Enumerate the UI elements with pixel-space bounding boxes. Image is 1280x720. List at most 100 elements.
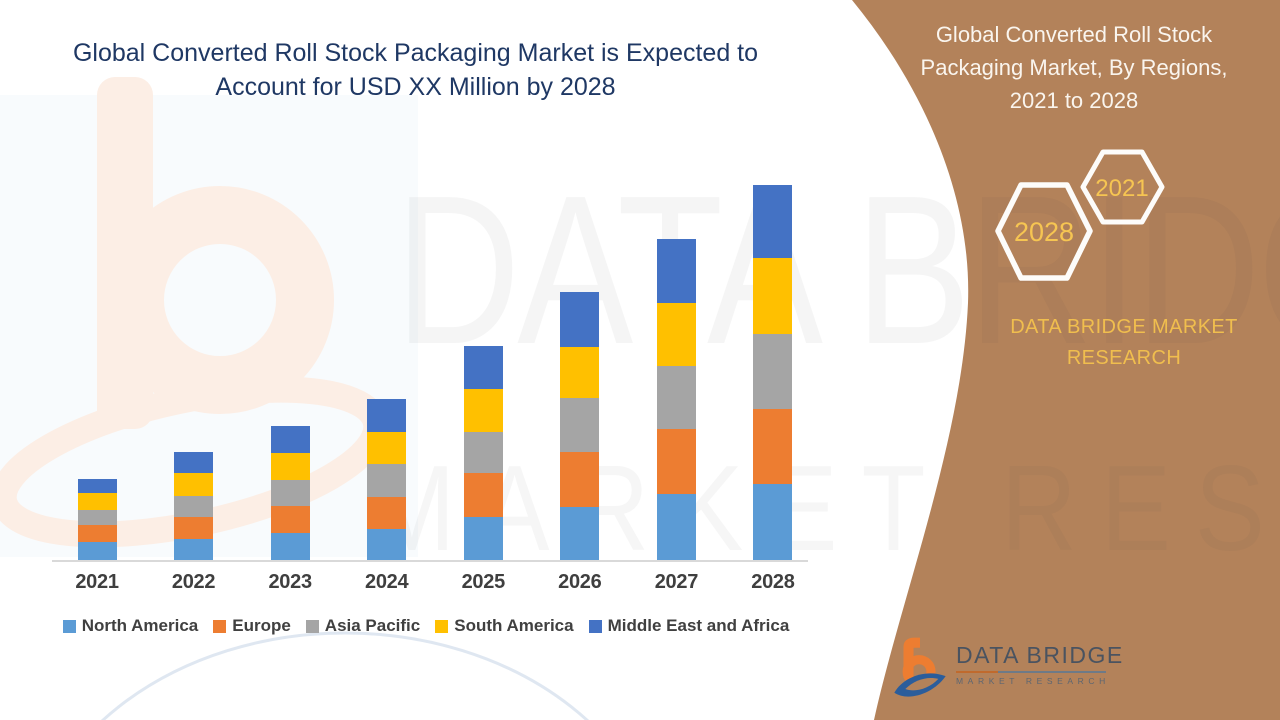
- bar-segment: [560, 507, 600, 560]
- x-axis-line: [52, 560, 808, 562]
- bar-segment: [77, 525, 117, 542]
- legend-swatch: [588, 619, 602, 633]
- bar-segment: [560, 347, 600, 398]
- bars-row: [56, 148, 804, 560]
- chart-legend: North America Europe Asia Pacific South Ame…: [36, 616, 816, 636]
- sidebar-title-line1: Global Converted Roll Stock: [935, 22, 1213, 47]
- bar-segment: [367, 432, 407, 464]
- bar-segment: [270, 480, 310, 506]
- sidebar-title-line2: Packaging Market, By Regions,: [920, 55, 1228, 80]
- logo-swoosh-cut: [905, 678, 939, 691]
- bar-segment: [463, 389, 503, 432]
- bar-segment: [656, 239, 696, 303]
- bar-segment: [753, 334, 793, 409]
- legend-swatch: [213, 619, 227, 633]
- bar-segment: [77, 510, 117, 525]
- bar-segment: [270, 453, 310, 480]
- bar-segment: [174, 496, 214, 517]
- pale-blue-arc: [100, 631, 590, 720]
- bar-segment: [367, 399, 407, 432]
- x-tick-label: 2028: [751, 571, 795, 593]
- bar-segment: [270, 506, 310, 533]
- bar-column-2024: [356, 148, 418, 560]
- legend-label: Asia Pacific: [324, 616, 421, 635]
- bar-segment: [753, 258, 793, 334]
- chart-title-line1: Global Converted Roll Stock Packaging Ma…: [72, 39, 759, 67]
- bar-segment: [560, 452, 600, 507]
- hexagon-badges: 2028 2021: [995, 149, 1165, 281]
- bar-segment: [656, 494, 696, 560]
- legend-swatch: [305, 619, 319, 633]
- sidebar-brand-caption-line2: RESEARCH: [1066, 347, 1182, 369]
- bar-segment: [174, 517, 214, 539]
- hexagon-2028-outline: [995, 182, 1093, 281]
- bar-column-2028: [742, 148, 804, 560]
- bar-segment: [463, 346, 503, 389]
- sidebar-brand-caption-line1: DATA BRIDGE MARKET: [1010, 316, 1238, 338]
- bar-segment: [174, 539, 214, 560]
- bar-segment: [77, 493, 117, 510]
- bar-segment: [367, 464, 407, 497]
- bar-column-2022: [163, 148, 225, 560]
- legend-item: Middle East and Africa: [588, 616, 790, 636]
- bar-segment: [367, 497, 407, 529]
- bar-column-2026: [549, 148, 611, 560]
- sidebar-title-line3: 2021 to 2028: [1009, 88, 1139, 113]
- bar-column-2025: [452, 148, 514, 560]
- bar-segment: [174, 473, 214, 496]
- legend-item: Europe: [213, 616, 291, 636]
- bar-column-2023: [259, 148, 321, 560]
- bar-segment: [463, 473, 503, 517]
- bar-segment: [174, 452, 214, 473]
- legend-item: Asia Pacific: [305, 616, 421, 636]
- brand-logo-text: DATA BRIDGE MARKET RESEARCH: [956, 642, 1124, 686]
- x-tick-label: 2025: [461, 571, 506, 593]
- bar-segment: [560, 292, 600, 347]
- hexagon-2028-label: 2028: [1014, 217, 1074, 247]
- x-tick-label: 2024: [365, 571, 409, 593]
- sidebar-title: Global Converted Roll Stock Packaging Ma…: [888, 18, 1260, 117]
- legend-label: Europe: [232, 616, 291, 635]
- x-tick-label: 2027: [654, 571, 699, 593]
- x-tick-label: 2023: [268, 571, 312, 593]
- bar-segment: [560, 398, 600, 452]
- hexagon-2021-label: 2021: [1095, 175, 1148, 202]
- bar-segment: [753, 484, 793, 560]
- chart-title: Global Converted Roll Stock Packaging Ma…: [68, 36, 763, 104]
- brand-logo: DATA BRIDGE MARKET RESEARCH: [892, 634, 1124, 700]
- hexagon-2021-outline: [1080, 149, 1165, 225]
- bar-segment: [77, 542, 117, 560]
- bar-segment: [656, 303, 696, 366]
- bar-segment: [463, 517, 503, 560]
- legend-swatch: [435, 619, 449, 633]
- bar-segment: [367, 529, 407, 560]
- sidebar-brand-caption: DATA BRIDGE MARKET RESEARCH: [968, 312, 1280, 374]
- x-tick-label: 2026: [558, 571, 602, 593]
- brand-name: DATA BRIDGE: [956, 642, 1124, 668]
- chart-title-line2: Account for USD XX Million by 2028: [215, 73, 616, 101]
- bar-segment: [753, 185, 793, 258]
- bar-segment: [77, 479, 117, 493]
- bar-segment: [656, 366, 696, 429]
- bar-segment: [753, 409, 793, 484]
- x-axis-labels: 2021 2022 2023 2024 2025 2026 2027 2028: [56, 571, 804, 594]
- legend-label: South America: [454, 616, 574, 635]
- legend-item: North America: [62, 616, 199, 636]
- bar-segment: [270, 533, 310, 560]
- x-tick-label: 2022: [171, 571, 216, 593]
- brand-rule: [956, 671, 1106, 673]
- brand-logo-icon: [894, 637, 946, 697]
- legend-label: North America: [81, 616, 199, 635]
- legend-swatch: [62, 619, 76, 633]
- brand-subtitle: MARKET RESEARCH: [956, 676, 1110, 686]
- bar-column-2027: [645, 148, 707, 560]
- legend-item: South America: [435, 616, 574, 636]
- bar-segment: [463, 432, 503, 473]
- legend-label: Middle East and Africa: [607, 616, 790, 635]
- bar-segment: [656, 429, 696, 494]
- bar-column-2021: [66, 148, 128, 560]
- x-tick-label: 2021: [75, 571, 119, 593]
- bar-segment: [270, 426, 310, 453]
